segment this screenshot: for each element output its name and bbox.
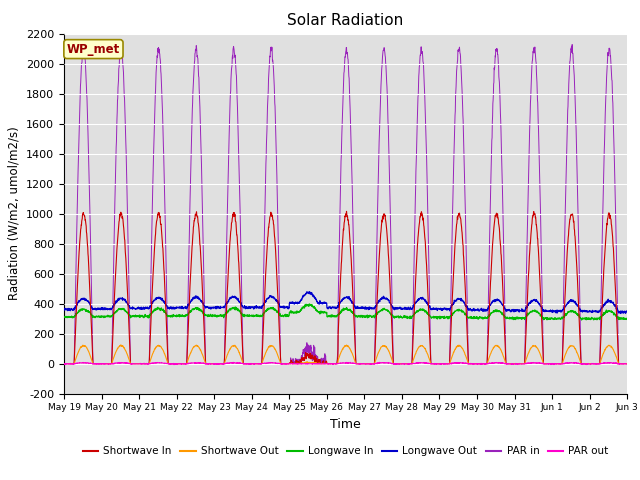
Legend: Shortwave In, Shortwave Out, Longwave In, Longwave Out, PAR in, PAR out: Shortwave In, Shortwave Out, Longwave In…: [78, 442, 613, 460]
Title: Solar Radiation: Solar Radiation: [287, 13, 404, 28]
Text: WP_met: WP_met: [67, 43, 120, 56]
Y-axis label: Radiation (W/m2, umol/m2/s): Radiation (W/m2, umol/m2/s): [8, 127, 20, 300]
X-axis label: Time: Time: [330, 418, 361, 431]
